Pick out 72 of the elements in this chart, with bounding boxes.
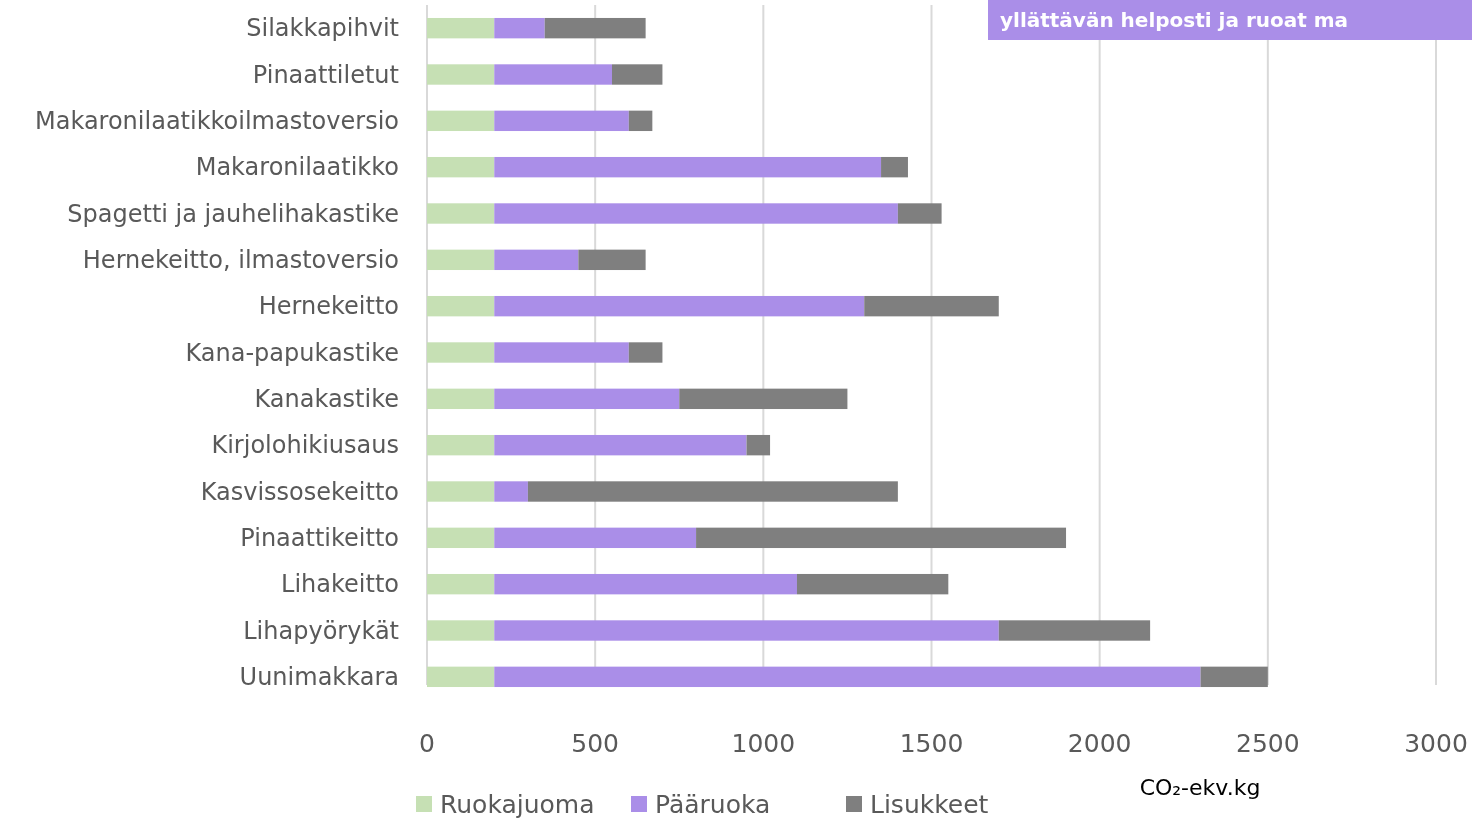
legend-label: Ruokajuoma	[440, 790, 595, 819]
bar	[494, 434, 747, 456]
bar	[427, 573, 495, 595]
x-tick-label: 2000	[1067, 729, 1132, 758]
bar	[494, 17, 545, 39]
x-tick-label: 1500	[899, 729, 964, 758]
bar	[427, 156, 495, 178]
y-tick-label: Silakkapihvit	[246, 14, 399, 43]
y-tick-label: Kanakastike	[254, 384, 399, 413]
bar	[881, 156, 908, 178]
bar	[494, 110, 629, 132]
bar	[1200, 666, 1268, 688]
bar	[578, 249, 646, 271]
bar	[494, 203, 898, 224]
bar	[427, 527, 495, 549]
bar	[494, 388, 680, 410]
y-tick-label: Makaronilaatikko	[195, 153, 399, 182]
bar	[494, 527, 697, 549]
bar	[998, 620, 1151, 641]
bar	[864, 295, 999, 317]
bar	[427, 17, 495, 39]
bar	[427, 249, 495, 271]
y-tick-label: Kirjolohikiusaus	[211, 431, 399, 460]
x-tick-label: 1000	[731, 729, 796, 758]
bar	[494, 573, 797, 595]
bar	[746, 434, 771, 456]
bar	[427, 203, 495, 224]
y-tick-label: Kasvissosekeitto	[200, 477, 399, 506]
y-tick-label: Pinaattikeitto	[240, 523, 399, 552]
bar	[427, 342, 495, 363]
bar	[628, 342, 663, 363]
bar	[494, 64, 612, 85]
y-tick-label: Hernekeitto, ilmastoversio	[82, 245, 399, 274]
bar	[427, 388, 495, 410]
bar	[494, 620, 999, 641]
bar	[494, 481, 528, 502]
x-axis-title: CO₂-ekv.kg	[1139, 775, 1261, 800]
y-tick-label: Makaronilaatikkoilmastoversio	[35, 106, 399, 135]
annotation: yllättävän helposti ja ruoat ma	[1000, 8, 1349, 32]
bar	[494, 249, 579, 271]
bar	[897, 203, 942, 224]
bar	[494, 156, 882, 178]
bar	[427, 481, 495, 502]
y-tick-label: Hernekeitto	[258, 292, 399, 321]
y-tick-label: Lihakeitto	[281, 570, 399, 599]
x-tick-label: 500	[571, 729, 620, 758]
bar	[427, 666, 495, 688]
bar	[527, 481, 898, 502]
legend-label: Lisukkeet	[870, 790, 989, 819]
y-tick-label: Kana-papukastike	[185, 338, 399, 367]
y-tick-label: Spagetti ja jauhelihakastike	[67, 199, 399, 228]
bar	[427, 110, 495, 132]
legend-label: Pääruoka	[655, 790, 771, 819]
bar	[544, 17, 646, 39]
bar	[696, 527, 1067, 549]
x-tick-label: 2500	[1236, 729, 1300, 758]
y-tick-label: Pinaattiletut	[252, 60, 399, 89]
bar	[494, 342, 629, 363]
bar	[796, 573, 949, 595]
bar	[427, 295, 495, 317]
bar	[427, 64, 495, 85]
bar	[679, 388, 848, 410]
x-tick-label: 3000	[1404, 729, 1468, 758]
bar	[611, 64, 663, 85]
y-tick-label: Uunimakkara	[239, 662, 399, 691]
bar	[494, 295, 865, 317]
bar	[494, 666, 1201, 688]
y-tick-label: Lihapyörykät	[243, 616, 399, 645]
bar	[427, 434, 495, 456]
bar	[628, 110, 653, 132]
bar	[427, 620, 495, 641]
x-tick-label: 0	[419, 729, 435, 758]
